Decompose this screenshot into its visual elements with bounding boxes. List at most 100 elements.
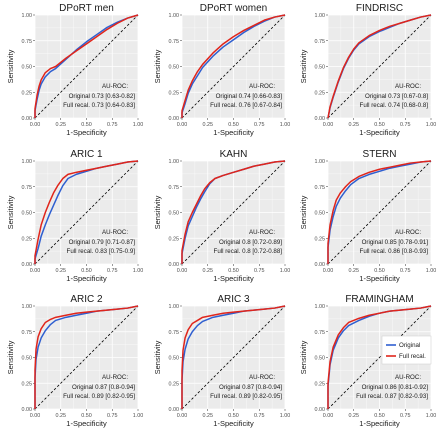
roc-panel: FINDRISC 0.000.00 0.25 0.25 0.50 0.50 0.75 0.75… [299, 3, 436, 137]
x-tick-label: 1.00 [280, 268, 291, 274]
y-tick-label: 0.00 [315, 116, 326, 122]
roc-panel: STERN 0.000.00 0.25 0.25 0.50 0.50 0.75 0.75 1.0… [299, 149, 436, 283]
annotation-full-recal: Full recal. 0.86 [0.8-0.93] [360, 248, 429, 255]
y-tick-label: 0.00 [22, 116, 33, 122]
x-axis-title: 1-Specificity [359, 128, 400, 137]
panel-title: ARIC 1 [70, 149, 103, 160]
x-axis-title: 1-Specificity [213, 274, 254, 283]
x-axis-title: 1-Specificity [359, 274, 400, 283]
annotation-original: Original 0.87 [0.8-0.94] [72, 384, 135, 391]
y-tick-label: 0.00 [315, 262, 326, 268]
x-tick-label: 0.00 [177, 413, 188, 419]
x-tick-label: 0.25 [203, 268, 214, 274]
reference-diagonal [34, 305, 139, 410]
annotation-full-recal: Full recal. 0.83 [0.75-0.9] [67, 248, 136, 255]
y-tick-label: 0.25 [22, 90, 33, 96]
y-tick-label: 0.50 [315, 65, 326, 71]
annotation-original: Original 0.85 [0.78-0.91] [362, 239, 429, 246]
x-tick-label: 0.25 [56, 122, 67, 128]
panel-title: DPoRT men [59, 3, 114, 14]
x-tick-label: 0.25 [349, 268, 360, 274]
x-tick-label: 0.25 [349, 122, 360, 128]
annotation-full-recal: Full recal. 0.89 [0.82-0.95] [210, 393, 282, 400]
y-axis-title: Sensitivity [153, 340, 162, 374]
x-tick-label: 0.75 [400, 413, 411, 419]
x-tick-label: 0.50 [81, 413, 92, 419]
x-tick-label: 0.75 [400, 268, 411, 274]
y-tick-label: 0.25 [315, 90, 326, 96]
x-tick-label: 0.00 [177, 122, 188, 128]
panel-title: KAHN [220, 149, 248, 160]
y-tick-label: 0.25 [169, 236, 180, 242]
y-tick-label: 1.00 [169, 13, 180, 19]
x-tick-label: 0.00 [323, 413, 334, 419]
y-tick-label: 0.75 [315, 330, 326, 336]
y-tick-label: 0.25 [22, 381, 33, 387]
x-tick-label: 0.50 [81, 122, 92, 128]
original-roc-line [327, 160, 432, 264]
full-recal-roc-line [34, 305, 139, 409]
full-recal-roc-line [181, 160, 286, 264]
x-tick-label: 0.00 [177, 268, 188, 274]
annotation-title: AU-ROC: [102, 229, 128, 236]
x-tick-label: 0.75 [254, 268, 265, 274]
x-tick-label: 0.00 [323, 268, 334, 274]
y-tick-label: 0.50 [169, 211, 180, 217]
y-tick-label: 0.00 [315, 407, 326, 413]
y-tick-label: 0.75 [169, 330, 180, 336]
panel-title: STERN [363, 149, 397, 160]
x-tick-label: 0.75 [400, 122, 411, 128]
y-tick-label: 0.75 [22, 330, 33, 336]
x-tick-label: 0.50 [228, 413, 239, 419]
y-axis-title: Sensitivity [299, 49, 308, 83]
annotation-original: Original 0.73 [0.63-0.82] [69, 93, 136, 100]
x-axis-title: 1-Specificity [213, 419, 254, 428]
x-tick-label: 0.75 [107, 413, 118, 419]
x-tick-label: 0.00 [323, 122, 334, 128]
annotation-title: AU-ROC: [249, 229, 275, 236]
original-roc-line [34, 14, 139, 118]
y-tick-label: 1.00 [315, 304, 326, 310]
y-tick-label: 0.00 [22, 262, 33, 268]
roc-panel: ARIC 3 0.000.00 0.25 0.25 0.50 0.50 0.75 0.75 1.… [153, 294, 290, 428]
annotation-full-recal: Full recal. 0.74 [0.68-0.8] [360, 102, 429, 109]
annotation-title: AU-ROC: [249, 374, 275, 381]
reference-diagonal [34, 14, 139, 119]
y-tick-label: 0.25 [315, 381, 326, 387]
reference-diagonal [327, 14, 432, 119]
reference-diagonal [181, 14, 286, 119]
annotation-full-recal: Full recal. 0.76 [0.67-0.84] [210, 102, 282, 109]
reference-diagonal [34, 160, 139, 265]
y-tick-label: 0.25 [169, 90, 180, 96]
y-tick-label: 1.00 [22, 304, 33, 310]
y-tick-label: 1.00 [169, 304, 180, 310]
y-axis-title: Sensitivity [153, 49, 162, 83]
y-tick-label: 0.75 [315, 39, 326, 45]
x-tick-label: 0.00 [30, 413, 41, 419]
annotation-title: AU-ROC: [395, 374, 421, 381]
x-tick-label: 1.00 [426, 122, 437, 128]
y-axis-title: Sensitivity [6, 49, 15, 83]
legend-box [381, 335, 432, 365]
panel-title: ARIC 3 [217, 294, 250, 305]
x-axis-title: 1-Specificity [66, 419, 107, 428]
x-tick-label: 0.50 [228, 268, 239, 274]
annotation-full-recal: Full recal. 0.87 [0.82-0.93] [356, 393, 428, 400]
y-tick-label: 0.50 [169, 356, 180, 362]
x-tick-label: 1.00 [133, 268, 144, 274]
roc-panel: FRAMINGHAM 0.000.00 0.25 0.25 0.50 0.50 0.75 0.… [299, 294, 436, 428]
x-tick-label: 0.50 [228, 122, 239, 128]
y-axis-title: Sensitivity [153, 195, 162, 229]
x-tick-label: 1.00 [426, 413, 437, 419]
panel-title: FRAMINGHAM [345, 294, 413, 305]
roc-panel: DPoRT men 0.000.00 0.25 0.25 0.50 0.50 0.75 0.7… [6, 3, 143, 137]
reference-diagonal [181, 305, 286, 410]
y-tick-label: 1.00 [315, 159, 326, 165]
original-roc-line [181, 14, 286, 118]
full-recal-roc-line [181, 14, 286, 118]
y-tick-label: 0.00 [169, 116, 180, 122]
annotation-original: Original 0.74 [0.66-0.83] [216, 93, 283, 100]
y-tick-label: 0.50 [169, 65, 180, 71]
annotation-full-recal: Full recal. 0.73 [0.64-0.83] [63, 102, 135, 109]
full-recal-roc-line [327, 160, 432, 264]
